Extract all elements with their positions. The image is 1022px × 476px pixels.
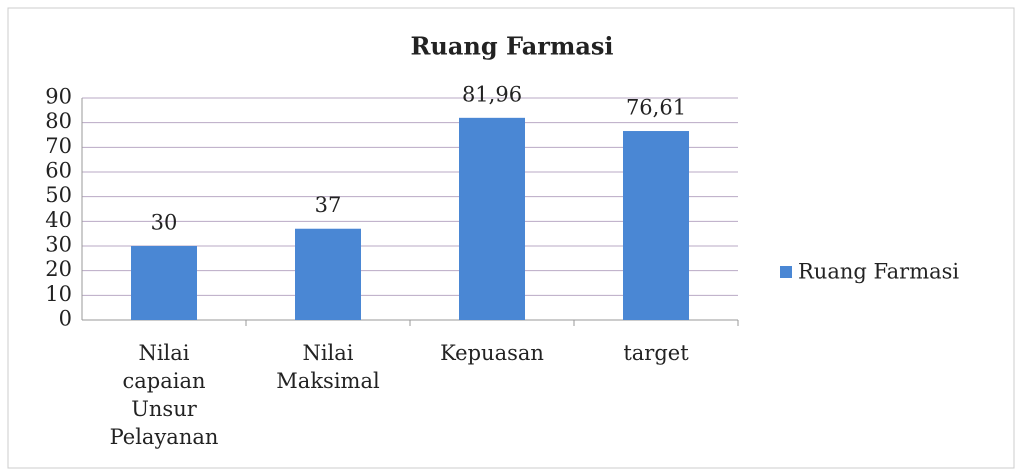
y-tick-label: 40 — [45, 208, 72, 232]
y-tick-label: 30 — [45, 233, 72, 257]
y-tick-label: 10 — [45, 282, 72, 306]
bar — [459, 117, 525, 320]
data-label: 37 — [315, 193, 342, 217]
x-tick-label: Kepuasan — [440, 341, 544, 365]
y-tick-label: 90 — [45, 85, 72, 109]
y-tick-label: 70 — [45, 134, 72, 158]
data-label: 30 — [151, 211, 178, 235]
y-tick-label: 50 — [45, 183, 72, 207]
bar — [623, 131, 689, 320]
y-tick-label: 20 — [45, 257, 72, 281]
data-label: 81,96 — [462, 82, 522, 106]
data-label: 76,61 — [626, 96, 686, 120]
bar — [131, 246, 197, 320]
x-tick-label: Nilai capaian Unsur Pelayanan — [110, 341, 219, 449]
chart-title: Ruang Farmasi — [410, 32, 613, 61]
y-tick-label: 60 — [45, 159, 72, 183]
legend-swatch — [780, 266, 792, 278]
bar — [295, 228, 361, 320]
x-tick-label: target — [623, 341, 689, 365]
y-tick-label: 80 — [45, 109, 72, 133]
legend-label: Ruang Farmasi — [798, 260, 959, 284]
x-tick-label: Nilai Maksimal — [276, 341, 380, 393]
y-tick-label: 0 — [59, 307, 72, 331]
